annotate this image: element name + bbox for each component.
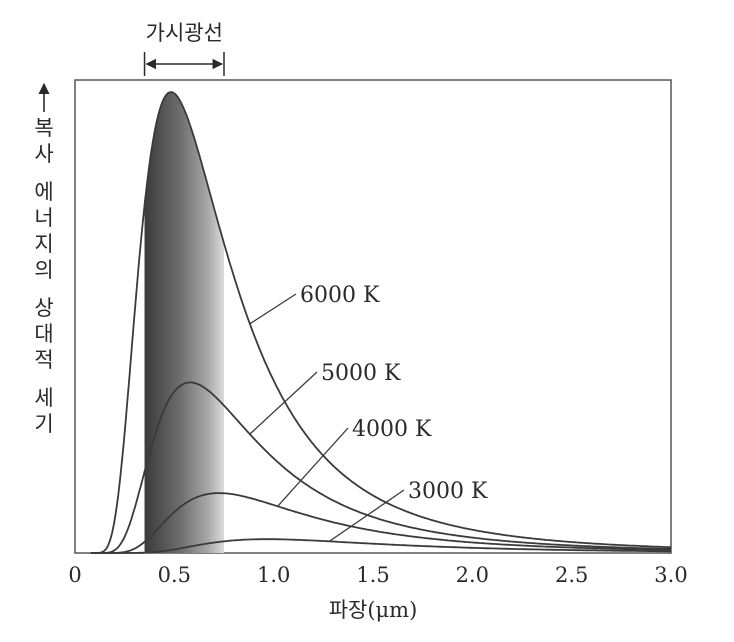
series-label-6000k: 6000 K [300,283,380,308]
y-axis-label-char: 기 [34,412,53,436]
series-label-3000k: 3000 K [408,479,488,504]
leader-line-5000k [249,371,318,435]
y-axis-label-char: 의 [34,258,53,282]
visible-band-fill [144,92,224,553]
series-line-6000k [90,91,672,554]
x-tick-label: 0.5 [158,563,191,587]
leader-line-6000k [249,293,297,325]
series-line-4000k [90,492,672,554]
x-tick-label: 3.0 [654,563,687,587]
y-axis-label-char: 복 [34,116,53,140]
x-axis-label: 파장(μm) [329,598,418,622]
y-axis-label-char: 에 [34,180,53,204]
leader-line-4000k [277,427,349,507]
series-layer [90,91,672,554]
x-tick-label: 0 [68,563,81,587]
x-tick-label: 1.5 [356,563,389,587]
series-label-5000k: 5000 K [321,361,401,386]
y-axis-label-char: 너 [34,206,53,230]
x-tick-label: 1.0 [257,563,290,587]
x-tick-label: 2.5 [555,563,588,587]
visible-band-indicator: 가시광선 [143,21,225,76]
x-tick-labels: 0 0.5 1.0 1.5 2.0 2.5 3.0 [68,563,687,587]
visible-band-label: 가시광선 [146,21,223,45]
y-axis-label-char: 세 [34,386,53,410]
y-axis-label-char: 적 [34,348,53,372]
leader-line-3000k [328,489,405,542]
y-axis-label-char: 상 [34,296,53,320]
series-line-3000k [90,538,671,554]
series-label-4000k: 4000 K [352,417,432,442]
leader-layer: 6000 K 5000 K 4000 K 3000 K [249,283,488,542]
plot-frame [74,79,672,554]
y-axis-label-char: 지 [34,232,53,256]
y-axis-label-char: 대 [34,322,53,346]
x-tick-label: 2.0 [456,563,489,587]
y-axis-label-char: 사 [34,142,53,166]
series-line-5000k [90,381,671,554]
